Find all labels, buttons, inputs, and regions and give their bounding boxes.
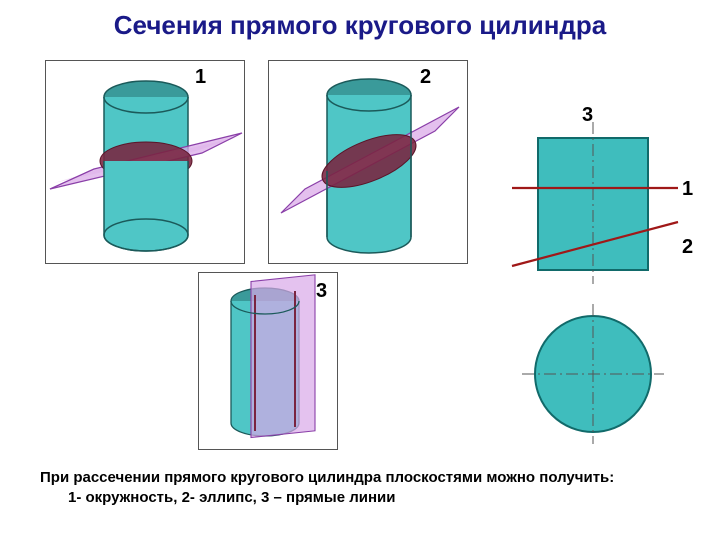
label-3a: 3 bbox=[316, 280, 327, 303]
label-p4-1: 1 bbox=[682, 178, 693, 201]
cylinder-section-1 bbox=[46, 61, 246, 265]
label-p4-2: 2 bbox=[682, 236, 693, 259]
label-1: 1 bbox=[195, 66, 206, 89]
panel-1 bbox=[45, 60, 245, 264]
label-2: 2 bbox=[420, 66, 431, 89]
caption: При рассечении прямого кругового цилиндр… bbox=[40, 468, 680, 507]
caption-line-1: При рассечении прямого кругового цилиндр… bbox=[40, 469, 614, 486]
caption-line-2: 1- окружность, 2- эллипс, 3 – прямые лин… bbox=[40, 488, 680, 508]
panel-4 bbox=[492, 92, 692, 452]
cylinder-section-2 bbox=[269, 61, 469, 265]
label-p4-3: 3 bbox=[582, 104, 593, 127]
orthographic-views bbox=[492, 92, 692, 452]
panel-2 bbox=[268, 60, 468, 264]
page-title: Сечения прямого кругового цилиндра bbox=[0, 10, 720, 41]
